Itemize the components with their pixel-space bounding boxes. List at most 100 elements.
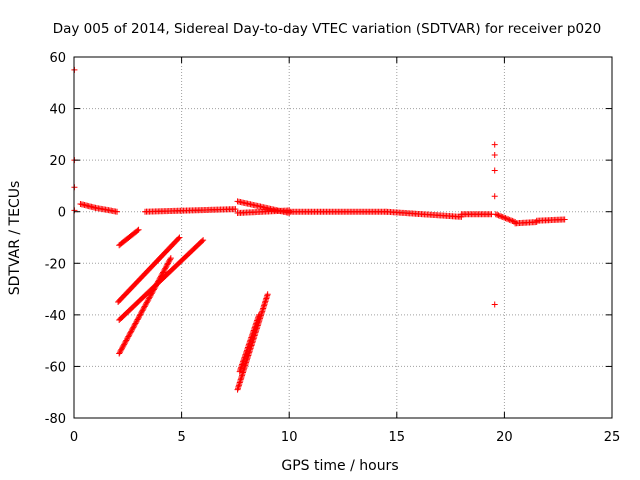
data-point (116, 349, 123, 356)
data-point (232, 206, 239, 213)
data-point (144, 298, 151, 305)
data-point (145, 295, 152, 302)
x-tick-label: 5 (177, 430, 185, 445)
data-point (153, 281, 160, 288)
data-point (143, 300, 150, 307)
data-point (162, 265, 169, 272)
data-point (139, 307, 146, 314)
data-point (140, 304, 147, 311)
data-point (165, 260, 172, 267)
data-point (121, 340, 128, 347)
x-tick-label: 25 (604, 430, 621, 445)
data-point (164, 261, 171, 268)
data-point (134, 227, 141, 234)
data-point (131, 323, 138, 330)
data-point (492, 211, 499, 218)
data-point (140, 306, 147, 313)
data-point (508, 217, 515, 224)
y-tick-label: -60 (45, 360, 66, 375)
data-point (136, 313, 143, 320)
data-point (145, 296, 152, 303)
data-point (122, 338, 129, 345)
data-point (127, 329, 134, 336)
data-point (126, 332, 133, 339)
data-point (155, 277, 162, 284)
outlier-point (491, 151, 498, 158)
data-point (125, 333, 132, 340)
data-point (155, 278, 162, 285)
data-point (561, 216, 568, 223)
data-points (71, 66, 568, 393)
data-point (128, 328, 135, 335)
data-point (121, 341, 128, 348)
data-point (114, 208, 121, 215)
data-point (152, 282, 159, 289)
data-point (156, 276, 163, 283)
y-tick-label: 60 (49, 51, 66, 66)
y-tick-label: -40 (45, 309, 66, 324)
x-tick-label: 10 (281, 430, 298, 445)
data-point (120, 342, 127, 349)
data-point (157, 274, 164, 281)
data-point (154, 279, 161, 286)
chart-title: Day 005 of 2014, Sidereal Day-to-day VTE… (53, 21, 602, 37)
data-point (143, 299, 150, 306)
outlier-point (491, 167, 498, 174)
data-point (123, 337, 130, 344)
data-point (131, 321, 138, 328)
x-tick-label: 0 (70, 430, 78, 445)
data-point (124, 334, 131, 341)
y-tick-label: -80 (45, 412, 66, 427)
data-point (148, 290, 155, 297)
data-point (163, 262, 170, 269)
data-point (141, 303, 148, 310)
data-point (499, 214, 506, 221)
data-point (134, 316, 141, 323)
data-point (133, 319, 140, 326)
data-point (150, 286, 157, 293)
outlier-point (491, 193, 498, 200)
data-point (167, 256, 174, 263)
data-point (165, 259, 172, 266)
data-point (200, 237, 207, 244)
data-point (137, 311, 144, 318)
y-tick-label: -20 (45, 257, 66, 272)
data-point (129, 325, 136, 332)
data-point (176, 234, 183, 241)
data-point (147, 293, 154, 300)
data-point (118, 346, 125, 353)
data-point (157, 273, 164, 280)
data-point (160, 268, 167, 275)
data-point (495, 212, 502, 219)
data-point (133, 317, 140, 324)
data-point (135, 315, 142, 322)
data-point (136, 312, 143, 319)
data-point (506, 216, 513, 223)
data-point (128, 327, 135, 334)
data-point (505, 216, 512, 223)
data-point (152, 283, 159, 290)
data-point (494, 211, 501, 218)
data-point (119, 344, 126, 351)
data-point (166, 257, 173, 264)
data-point (160, 269, 167, 276)
data-point (135, 226, 142, 233)
outlier-point (491, 141, 498, 148)
axis-ticks: 0 5 10 15 20 25 -80 -60 -40 -20 0 20 40 60 (45, 51, 621, 445)
data-point (502, 215, 509, 222)
data-point (158, 272, 165, 279)
data-point (167, 255, 174, 262)
x-axis-title: GPS time / hours (281, 458, 398, 474)
data-point (117, 347, 124, 354)
data-point (119, 345, 126, 352)
data-point (146, 294, 153, 301)
data-point (142, 302, 149, 309)
data-point (151, 285, 158, 292)
y-axis-title: SDTVAR / TECUs (7, 181, 23, 296)
plot-frame (73, 56, 613, 419)
data-point (148, 291, 155, 298)
data-point (159, 270, 166, 277)
data-point (162, 264, 169, 271)
data-point (496, 212, 503, 219)
